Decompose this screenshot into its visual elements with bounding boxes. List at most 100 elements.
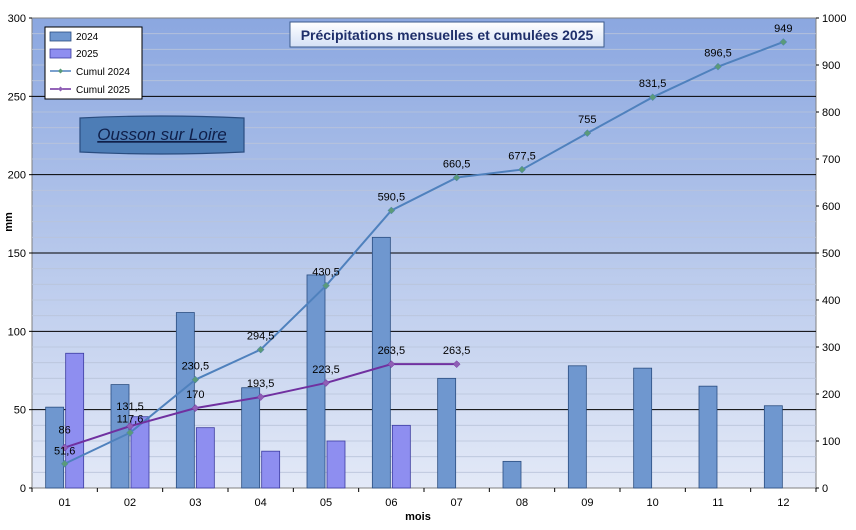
x-tick-label: 01 [59, 497, 71, 509]
point-cumul-2024-09 [583, 129, 592, 138]
x-tick-label: 02 [124, 497, 136, 509]
data-label: 86 [59, 425, 71, 437]
data-label: 896,5 [704, 48, 732, 60]
x-axis-title: mois [405, 511, 431, 523]
y2-tick-label: 600 [822, 201, 840, 213]
y2-tick-label: 900 [822, 60, 840, 72]
bar-2024-10 [633, 367, 653, 489]
x-tick-label: 04 [255, 497, 267, 509]
point-cumul-2024-10 [648, 93, 657, 102]
y-tick-label: 250 [8, 91, 26, 103]
point-cumul-2025-05 [322, 379, 330, 387]
bar-2024-11 [698, 385, 718, 489]
data-label: 590,5 [378, 191, 406, 203]
y2-tick-label: 100 [822, 436, 840, 448]
line-cumul-2024 [64, 41, 784, 465]
point-cumul-2024-07 [452, 173, 461, 182]
x-tick-label: 06 [385, 497, 397, 509]
data-label: 831,5 [639, 78, 667, 90]
bars [45, 236, 783, 489]
point-cumul-2024-05 [322, 281, 330, 290]
point-cumul-2025-07 [452, 360, 461, 369]
chart-title: Précipitations mensuelles et cumulées 20… [301, 27, 594, 43]
y2-tick-label: 800 [822, 107, 840, 119]
bar-2025-02 [130, 416, 150, 489]
point-cumul-2024-02 [126, 428, 134, 437]
x-tick-label: 05 [320, 497, 332, 509]
point-cumul-2025-06 [387, 360, 396, 369]
data-label: 294,5 [247, 331, 275, 343]
data-label: 117,6 [117, 414, 144, 426]
x-tick-label: 08 [516, 497, 528, 509]
data-label: 263,5 [378, 345, 406, 357]
y2-tick-label: 700 [822, 154, 840, 166]
bar-2024-09 [567, 365, 587, 489]
y2-tick-label: 1000 [822, 13, 846, 25]
legend-item-cumul-2025: Cumul 2025 [50, 85, 130, 96]
y-tick-label: 100 [8, 326, 26, 338]
axes: 0501001502002503000100200300400500600700… [8, 13, 847, 509]
y-tick-label: 200 [8, 170, 26, 182]
x-tick-label: 10 [647, 497, 659, 509]
bar-2025-03 [195, 427, 215, 489]
bar-2025-06 [391, 424, 411, 489]
legend-item-2025: 2025 [49, 48, 99, 60]
legend-label-cumul-2024: Cumul 2024 [76, 67, 130, 78]
x-tick-label: 03 [189, 497, 201, 509]
y2-tick-label: 200 [822, 389, 840, 401]
legend-item-2024: 2024 [49, 31, 99, 43]
legend: 2024 2025 Cumul 2024 Cumul 2025 [44, 26, 143, 100]
gridlines [32, 33, 816, 473]
x-tick-label: 09 [581, 497, 593, 509]
point-cumul-2024-12 [779, 38, 788, 46]
x-tick-label: 07 [451, 497, 463, 509]
cumulative-lines [60, 38, 788, 468]
data-label: 949 [774, 23, 792, 35]
y-tick-label: 0 [20, 483, 26, 495]
bar-2024-04 [241, 387, 261, 489]
y2-tick-label: 0 [822, 483, 828, 495]
point-cumul-2025-04 [256, 393, 265, 401]
point-cumul-2025-02 [126, 422, 134, 431]
x-tick-label: 12 [777, 497, 789, 509]
data-label: 223,5 [312, 364, 340, 376]
data-label: 660,5 [443, 159, 471, 171]
bar-2025-04 [261, 450, 281, 489]
bar-2025-01 [65, 352, 85, 489]
bar-2025-05 [326, 440, 346, 489]
y2-tick-label: 500 [822, 248, 840, 260]
point-cumul-2025-01 [60, 443, 69, 452]
legend-item-cumul-2024: Cumul 2024 [50, 67, 130, 78]
point-cumul-2024-08 [518, 165, 526, 174]
legend-label-2025: 2025 [76, 49, 99, 60]
point-cumul-2024-04 [256, 345, 265, 354]
data-label: 677,5 [508, 151, 536, 163]
x-tick-label: 11 [712, 497, 723, 509]
data-label: 51,6 [54, 446, 75, 458]
point-cumul-2024-11 [714, 62, 722, 71]
y-tick-label: 300 [8, 13, 26, 25]
legend-label-2024: 2024 [76, 32, 99, 43]
data-label: 131,5 [116, 401, 144, 413]
y-tick-label: 150 [8, 248, 26, 260]
data-label: 755 [578, 114, 596, 126]
bar-2024-02 [110, 384, 130, 489]
y-axis-title: mm [3, 212, 15, 232]
bar-2024-12 [763, 405, 783, 489]
location-banner: Ousson sur Loire [79, 115, 245, 155]
bar-2024-08 [502, 460, 522, 489]
chart-title-box: Précipitations mensuelles et cumulées 20… [289, 21, 605, 48]
y2-tick-label: 300 [822, 342, 840, 354]
data-label: 263,5 [443, 345, 471, 357]
y-tick-label: 50 [14, 405, 26, 417]
data-label: 430,5 [312, 267, 340, 279]
bar-2024-07 [437, 377, 457, 489]
y2-tick-label: 400 [822, 295, 840, 307]
bar-2024-06 [371, 236, 391, 489]
bar-2024-05 [306, 274, 326, 489]
bar-2024-03 [175, 312, 195, 489]
point-cumul-2025-03 [191, 404, 200, 412]
data-label: 170 [186, 389, 204, 401]
point-cumul-2024-03 [191, 375, 200, 384]
